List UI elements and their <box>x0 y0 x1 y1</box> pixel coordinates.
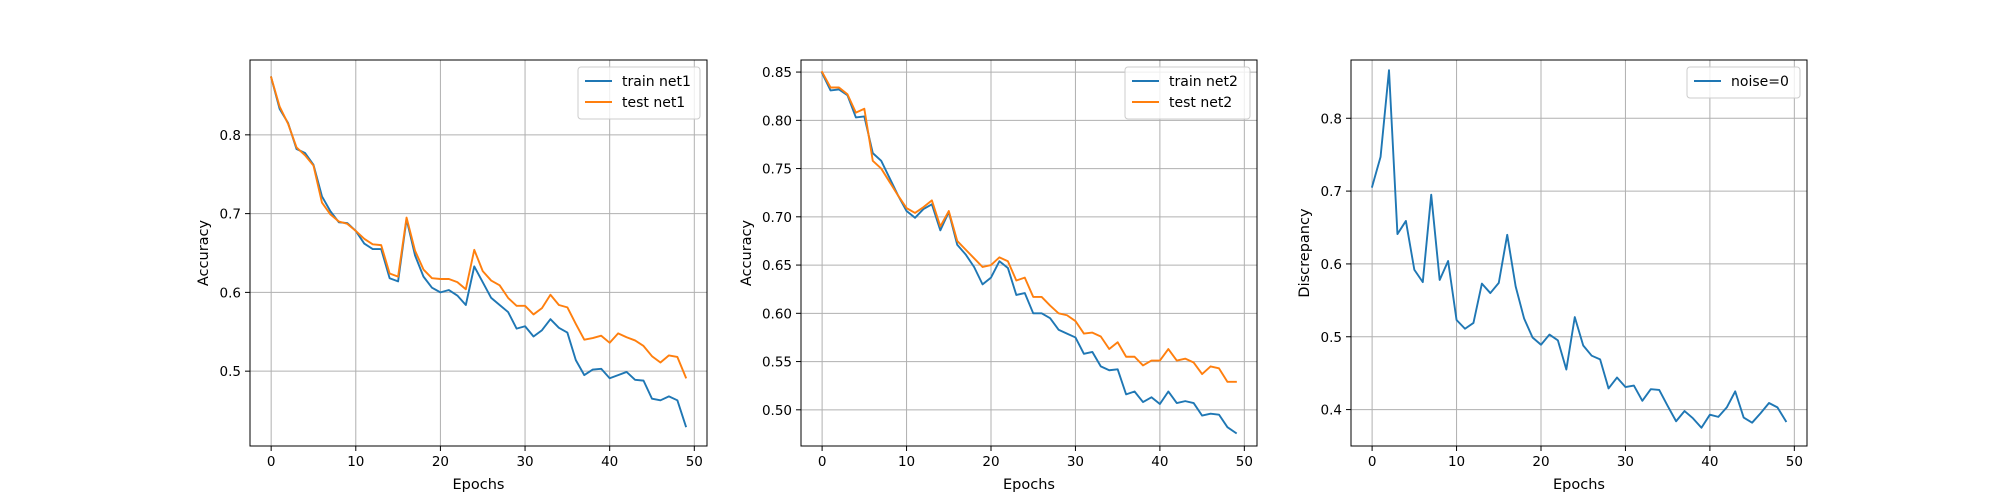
x-axis-label: Epochs <box>453 477 505 493</box>
y-tick-label: 0.5 <box>220 364 241 380</box>
y-tick-label: 0.70 <box>762 210 792 226</box>
x-axis-label: Epochs <box>1003 477 1055 493</box>
x-tick-label: 0 <box>818 454 827 470</box>
x-tick-label: 10 <box>347 454 364 470</box>
x-tick-label: 0 <box>1368 454 1377 470</box>
legend-label: noise=0 <box>1731 74 1789 90</box>
y-tick-label: 0.7 <box>220 207 241 223</box>
x-tick-label: 0 <box>267 454 276 470</box>
legend: train net2 test net2 <box>1124 66 1251 120</box>
x-tick-label: 10 <box>1448 454 1465 470</box>
legend: train net1 test net1 <box>577 66 701 120</box>
y-tick-label: 0.55 <box>762 355 792 371</box>
y-tick-label: 0.5 <box>1321 330 1342 346</box>
y-axis-label: Accuracy <box>196 219 212 286</box>
y-tick-label: 0.85 <box>762 65 792 81</box>
x-tick-label: 20 <box>1532 454 1549 470</box>
legend-box <box>1686 66 1801 99</box>
legend-box <box>577 66 701 120</box>
legend-label: test net1 <box>622 95 685 111</box>
x-axis-label: Epochs <box>1553 477 1605 493</box>
series-line-1 <box>1370 69 1788 429</box>
plot-frame <box>800 59 1258 447</box>
series-line-2 <box>820 70 1237 383</box>
y-tick-label: 0.7 <box>1321 184 1342 200</box>
y-tick-label: 0.65 <box>762 258 792 274</box>
series-line-2 <box>269 76 688 379</box>
x-tick-label: 50 <box>1786 454 1803 470</box>
y-tick-label: 0.4 <box>1321 403 1342 419</box>
legend: noise=0 <box>1686 66 1801 99</box>
legend-box <box>1124 66 1251 120</box>
x-tick-label: 30 <box>1617 454 1634 470</box>
legend-label: test net2 <box>1169 95 1232 111</box>
y-tick-label: 0.6 <box>1321 257 1342 273</box>
legend-label: train net2 <box>1169 74 1238 90</box>
y-tick-label: 0.8 <box>1321 111 1342 127</box>
x-tick-label: 50 <box>686 454 703 470</box>
y-axis-label: Discrepancy <box>1297 208 1313 298</box>
y-tick-label: 0.75 <box>762 162 792 178</box>
y-tick-label: 0.50 <box>762 403 792 419</box>
plot-frame <box>249 59 708 447</box>
x-tick-label: 30 <box>1067 454 1084 470</box>
chart-3: 0 10 20 30 40 50 0.4 0.5 0.6 0.7 0.8 Epochs Discrepa… <box>1297 59 1808 493</box>
x-tick-label: 40 <box>1151 454 1168 470</box>
x-tick-label: 40 <box>601 454 618 470</box>
chart-1: 0 10 20 30 40 50 0.5 0.6 0.7 0.8 Epochs Accuracy tra… <box>196 59 708 493</box>
chart-2: 0 10 20 30 40 50 0.50 0.55 0.60 0.65 0.70 0.75 0.80 0… <box>739 59 1258 493</box>
y-axis-label: Accuracy <box>739 219 755 286</box>
plot-frame <box>1350 59 1808 447</box>
y-tick-label: 0.8 <box>220 128 241 144</box>
legend-label: train net1 <box>622 74 691 90</box>
x-tick-label: 10 <box>898 454 915 470</box>
x-tick-label: 30 <box>516 454 533 470</box>
y-tick-label: 0.6 <box>220 285 241 301</box>
y-tick-label: 0.60 <box>762 306 792 322</box>
series-line-1 <box>820 71 1238 435</box>
x-tick-label: 40 <box>1701 454 1718 470</box>
x-tick-label: 50 <box>1236 454 1253 470</box>
y-tick-label: 0.80 <box>762 113 792 129</box>
x-tick-label: 20 <box>982 454 999 470</box>
series-line-1 <box>269 76 688 428</box>
x-tick-label: 20 <box>432 454 449 470</box>
